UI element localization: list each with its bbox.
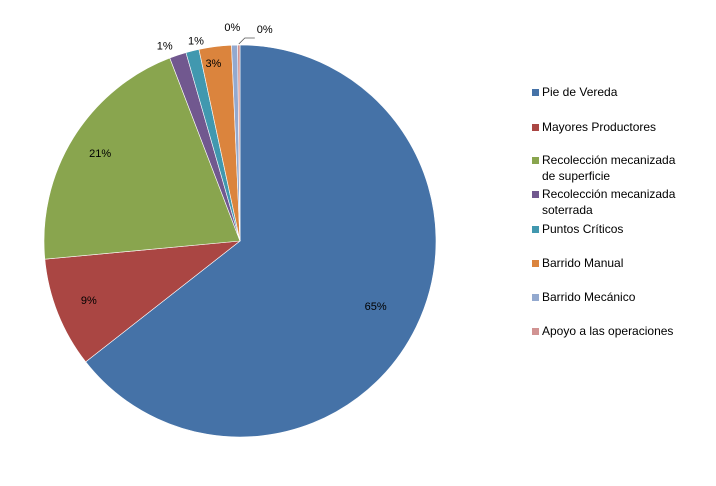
legend-swatch-pie-de-vereda	[532, 89, 539, 96]
legend-label-recoleccion-mecanizada-de-superficie: Recolección mecanizada de superficie	[542, 153, 676, 183]
data-label-pie-de-vereda: 65%	[365, 301, 387, 313]
leader-lines	[238, 37, 255, 45]
pie-slice-mayores-productores	[44, 240, 241, 363]
legend-swatch-recoleccion-mecanizada-de-superficie	[532, 157, 539, 164]
legend-label-puntos-criticos: Puntos Críticos	[542, 222, 623, 236]
legend-swatch-barrido-manual	[532, 260, 539, 267]
data-label-apoyo-a-las-operaciones: 0%	[257, 24, 273, 36]
legend-swatch-puntos-criticos	[532, 226, 539, 233]
data-labels: 65%9%21%1% 1%3%0% 0%	[81, 22, 387, 313]
legend-label-recoleccion-mecanizada-soterrada: Recolección mecanizada soterrada	[542, 187, 676, 217]
data-label-barrido-mecanico: 0%	[224, 22, 240, 34]
pie-slice-pie-de-vereda	[85, 44, 437, 438]
legend-swatch-apoyo-a-las-operaciones	[532, 328, 539, 335]
pie-slices	[43, 44, 437, 438]
legend-label-apoyo-a-las-operaciones: Apoyo a las operaciones	[542, 324, 673, 338]
data-label-puntos-criticos: 1%	[188, 35, 204, 47]
legend-swatch-recoleccion-mecanizada-soterrada	[532, 191, 539, 198]
leader-line-apoyo-a-las-operaciones	[238, 37, 255, 45]
data-label-barrido-manual: 3%	[205, 58, 221, 70]
legend-swatch-barrido-mecanico	[532, 294, 539, 301]
pie-slice-recoleccion-mecanizada-de-superficie	[43, 57, 241, 260]
legend-label-mayores-productores: Mayores Productores	[542, 120, 656, 134]
legend: Pie de Vereda Mayores Productores Recolecc…	[532, 85, 676, 338]
data-label-recoleccion-mecanizada-de-superficie: 21%	[89, 148, 111, 160]
legend-swatch-mayores-productores	[532, 124, 539, 131]
pie-slice-apoyo-a-las-operaciones	[237, 44, 241, 242]
data-label-mayores-productores: 9%	[81, 295, 97, 307]
legend-label-barrido-mecanico: Barrido Mecánico	[542, 290, 636, 304]
legend-label-pie-de-vereda: Pie de Vereda	[542, 85, 618, 99]
data-label-recoleccion-mecanizada-soterrada: 1%	[157, 41, 173, 53]
legend-label-barrido-manual: Barrido Manual	[542, 256, 623, 270]
